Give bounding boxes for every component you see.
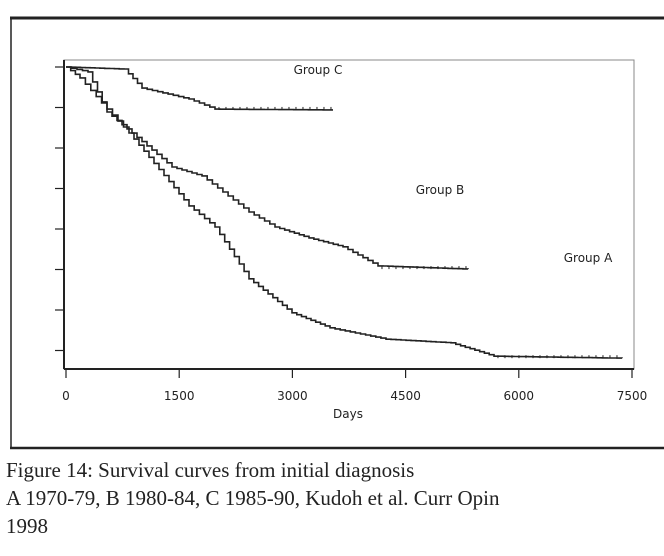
x-tick-label: 6000: [504, 389, 535, 403]
x-tick-label: 4500: [390, 389, 421, 403]
survival-curve-group-b: [66, 66, 469, 270]
x-axis-label: Days: [333, 407, 363, 421]
caption-line-1: Figure 14: Survival curves from initial …: [6, 458, 415, 482]
figure-caption: Figure 14: Survival curves from initial …: [6, 456, 656, 540]
caption-line-3: 1998: [6, 514, 48, 538]
survival-curve-group-a: [66, 66, 623, 359]
series-label: Group B: [416, 183, 465, 197]
x-tick-label: 1500: [164, 389, 195, 403]
series-label: Group A: [564, 251, 613, 265]
caption-line-2: A 1970-79, B 1980-84, C 1985-90, Kudoh e…: [6, 486, 500, 510]
x-tick-label: 0: [62, 389, 70, 403]
plot-area: [63, 59, 635, 370]
series-label: Group C: [294, 63, 343, 77]
x-tick-label: 7500: [617, 389, 648, 403]
survival-curve-group-c: [66, 66, 333, 111]
x-tick-label: 3000: [277, 389, 308, 403]
